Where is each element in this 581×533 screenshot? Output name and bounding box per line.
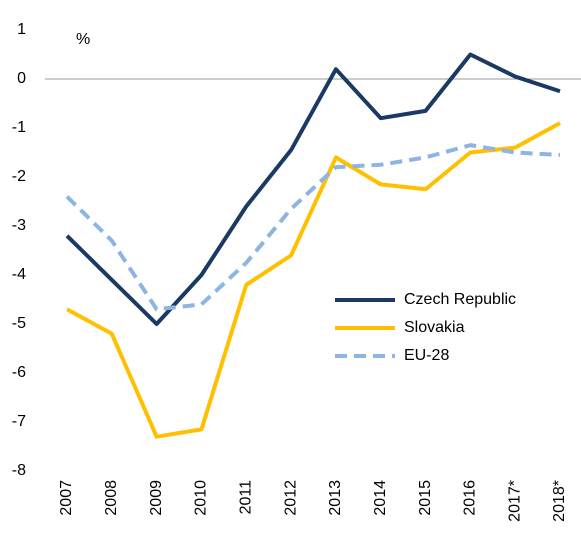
x-tick-label: 2007 [58, 480, 75, 516]
y-tick-label: -3 [12, 217, 26, 234]
y-tick-label: 0 [17, 70, 26, 87]
series-line [65, 52, 561, 326]
y-tick-label: -1 [12, 119, 26, 136]
x-tick-label: 2016 [462, 480, 479, 516]
legend-label: Slovakia [404, 319, 465, 336]
x-tick-label: 2014 [372, 480, 389, 516]
y-tick-label: -7 [12, 413, 26, 430]
y-tick-label: -8 [12, 462, 26, 479]
y-axis-label: % [76, 31, 90, 48]
legend-label: Czech Republic [404, 291, 516, 308]
x-tick-label: 2015 [417, 480, 434, 516]
x-tick-label: 2012 [282, 480, 299, 516]
series-line [66, 121, 561, 439]
x-tick-label: 2009 [148, 480, 165, 516]
x-tick-label: 2011 [237, 480, 254, 515]
y-tick-label: 1 [17, 21, 26, 38]
series-line [65, 143, 561, 312]
y-tick-label: -4 [12, 266, 26, 283]
x-tick-label: 2018* [551, 480, 568, 522]
x-tick-label: 2008 [103, 480, 120, 516]
x-tick-label: 2017* [506, 480, 523, 522]
y-tick-label: -5 [12, 315, 26, 332]
x-tick-label: 2013 [327, 480, 344, 516]
x-tick-label: 2010 [193, 480, 210, 516]
y-tick-label: -2 [12, 168, 26, 185]
y-tick-label: -6 [12, 364, 26, 381]
legend-label: EU-28 [404, 347, 449, 364]
